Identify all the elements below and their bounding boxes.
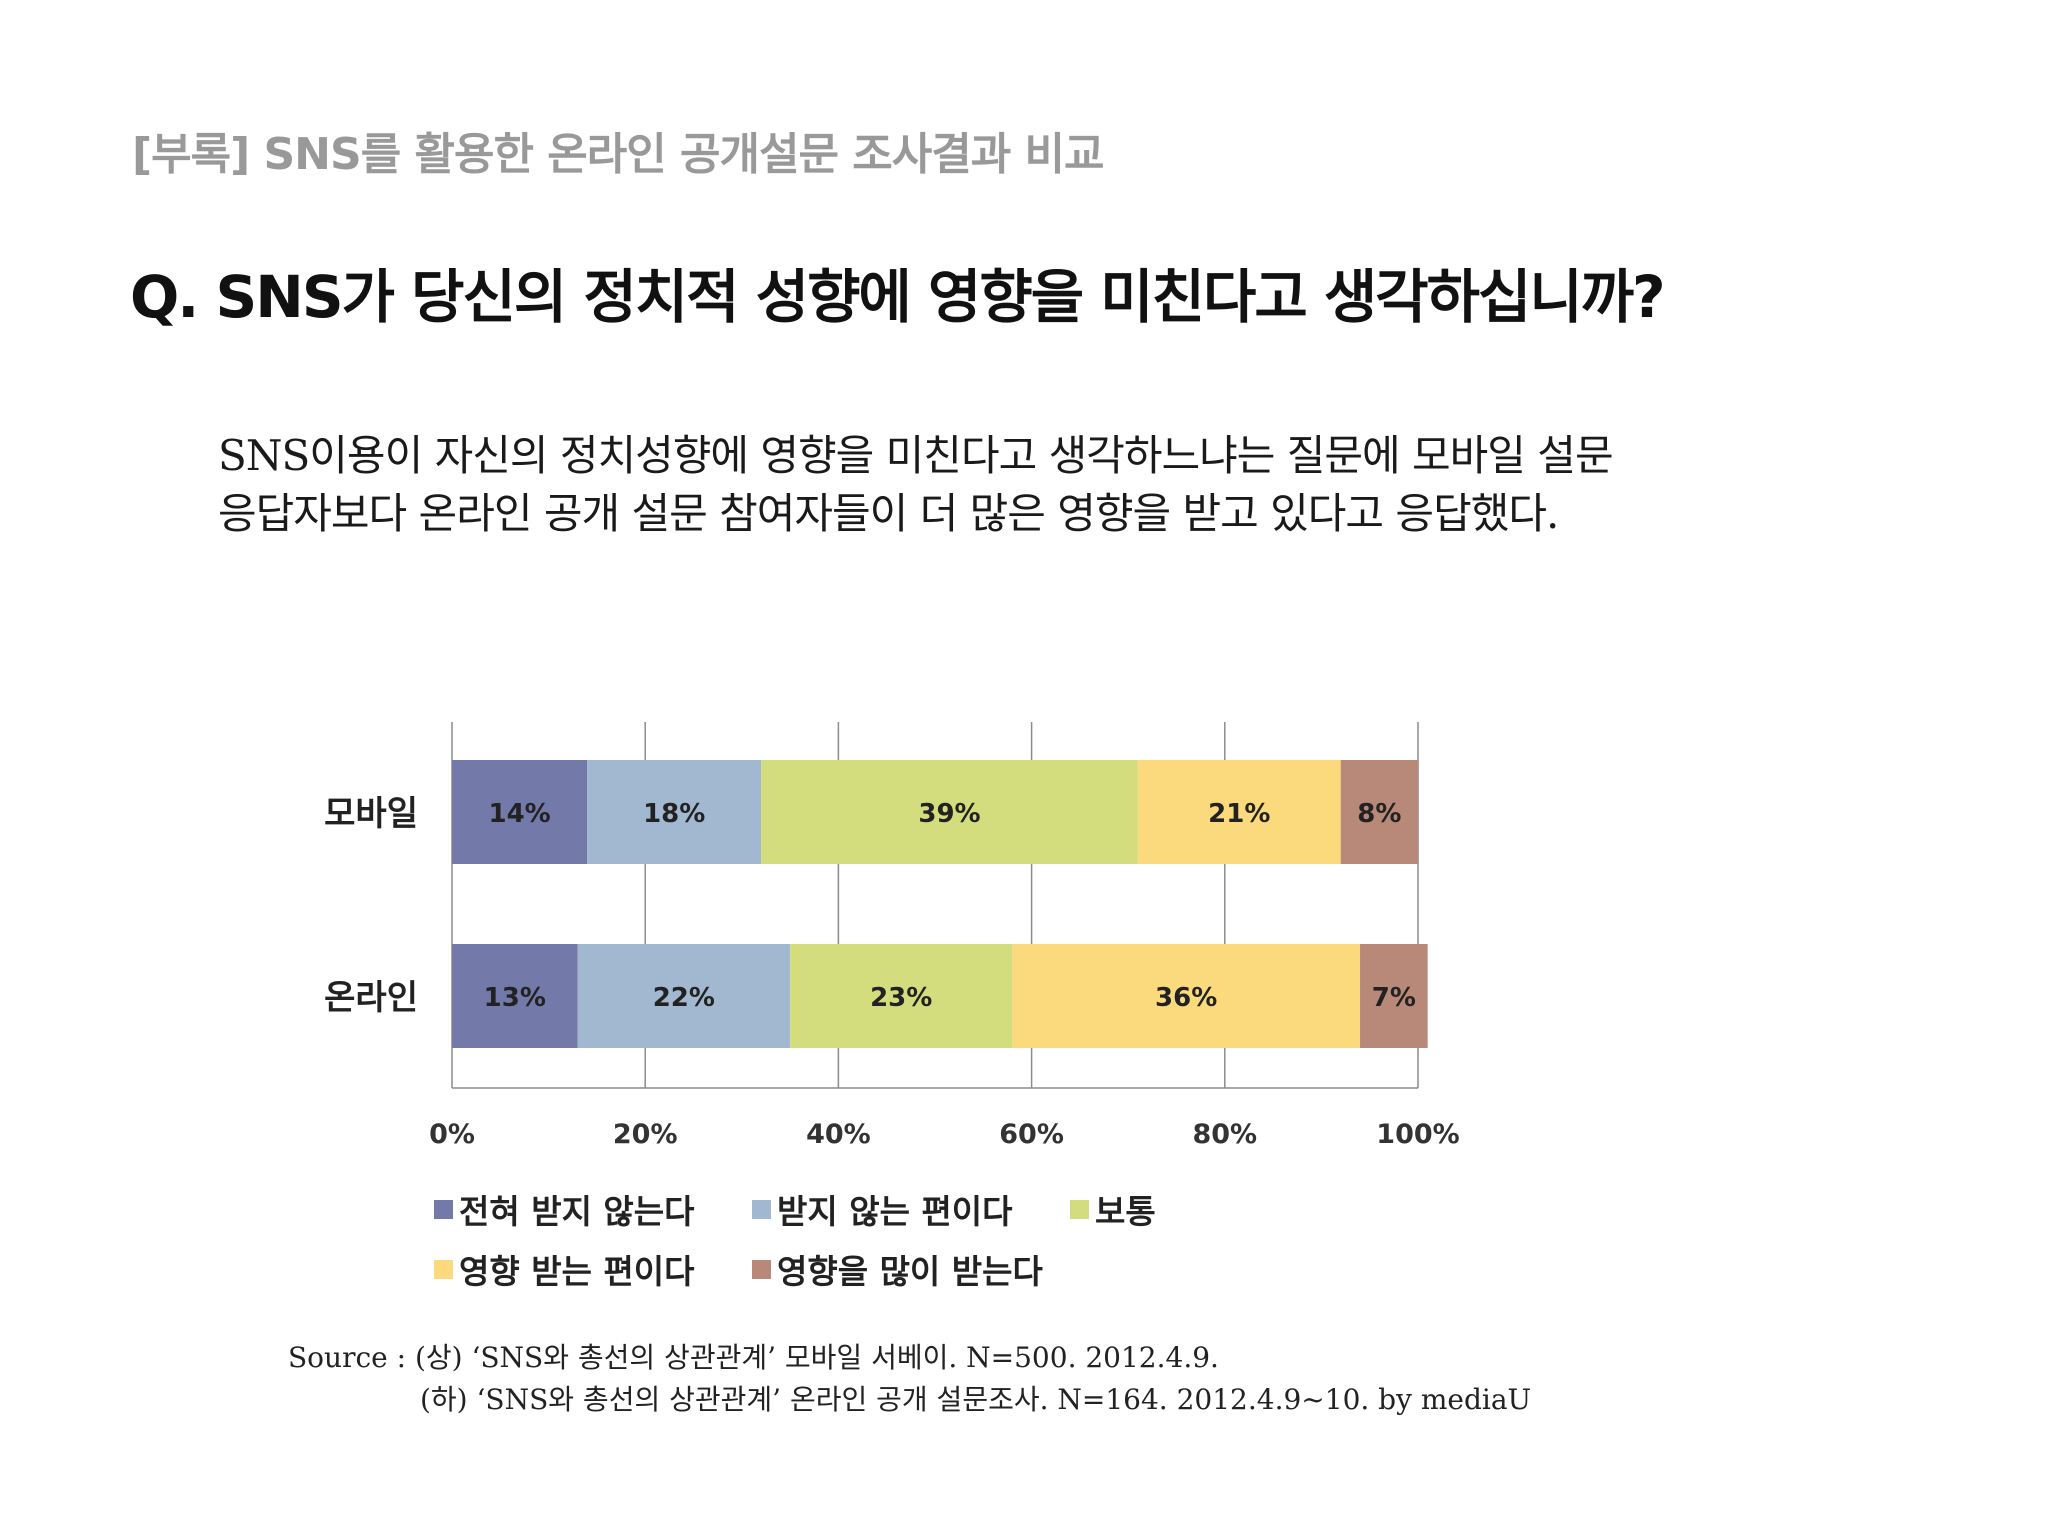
data-label: 18%	[643, 799, 705, 829]
legend-item-5: 영향을 많이 받는다	[752, 1245, 1043, 1293]
source-line-2: (하) ‘SNS와 총선의 상관관계’ 온라인 공개 설문조사. N=164. …	[420, 1383, 1532, 1416]
bar-segment	[1340, 760, 1418, 864]
x-tick-label: 40%	[806, 1119, 871, 1150]
legend-label-1: 전혀 받지 않는다	[459, 1192, 695, 1231]
x-tick-label: 100%	[1376, 1119, 1459, 1150]
bar-segment	[790, 944, 1013, 1048]
legend-item-2: 받지 않는 편이다	[752, 1185, 1013, 1233]
x-tick-label: 20%	[613, 1119, 678, 1150]
summary-line-2: 응답자보다 온라인 공개 설문 참여자들이 더 많은 영향을 받고 있다고 응답…	[218, 489, 1559, 538]
header-label: [부록] SNS를 활용한 온라인 공개설문 조사결과 비교	[132, 129, 1104, 180]
legend-label-2: 받지 않는 편이다	[777, 1192, 1013, 1231]
data-label: 22%	[653, 983, 715, 1013]
data-label: 14%	[489, 799, 551, 829]
legend-swatch-3	[1070, 1199, 1089, 1219]
data-label: 39%	[918, 799, 980, 829]
legend-item-4: 영향 받는 편이다	[434, 1245, 695, 1293]
x-tick-label: 0%	[429, 1119, 475, 1150]
data-label: 13%	[484, 983, 546, 1013]
bar-segment	[761, 760, 1138, 864]
legend-item-3: 보통	[1070, 1185, 1156, 1233]
x-tick-label: 60%	[999, 1119, 1064, 1150]
data-label: 21%	[1208, 799, 1270, 829]
question-title: Q. SNS가 당신의 정치적 성향에 영향을 미친다고 생각하십니까?	[130, 263, 1666, 331]
bar-segment	[577, 944, 791, 1048]
bar-segment	[452, 944, 578, 1048]
bar-segment	[587, 760, 762, 864]
bar-segment	[1360, 944, 1428, 1048]
legend-label-5: 영향을 많이 받는다	[777, 1252, 1043, 1291]
legend-swatch-4	[434, 1259, 453, 1279]
bar-segment	[1137, 760, 1341, 864]
bar-segment	[452, 760, 588, 864]
legend-swatch-5	[752, 1259, 771, 1279]
data-label: 8%	[1357, 799, 1401, 829]
legend-swatch-2	[752, 1199, 771, 1219]
x-tick-label: 80%	[1192, 1119, 1257, 1150]
category-label: 모바일	[324, 794, 418, 834]
legend-label-4: 영향 받는 편이다	[459, 1252, 695, 1291]
category-label: 온라인	[324, 978, 418, 1018]
data-label: 7%	[1372, 983, 1416, 1013]
legend-item-1: 전혀 받지 않는다	[434, 1185, 695, 1233]
data-label: 23%	[870, 983, 932, 1013]
legend-label-3: 보통	[1095, 1192, 1156, 1231]
data-label: 36%	[1155, 983, 1217, 1013]
summary-line-1: SNS이용이 자신의 정치성향에 영향을 미친다고 생각하느냐는 질문에 모바일…	[218, 431, 1614, 480]
legend-swatch-1	[434, 1199, 453, 1219]
bar-segment	[1012, 944, 1361, 1048]
source-line-1: Source : (상) ‘SNS와 총선의 상관관계’ 모바일 서베이. N=…	[288, 1341, 1219, 1374]
